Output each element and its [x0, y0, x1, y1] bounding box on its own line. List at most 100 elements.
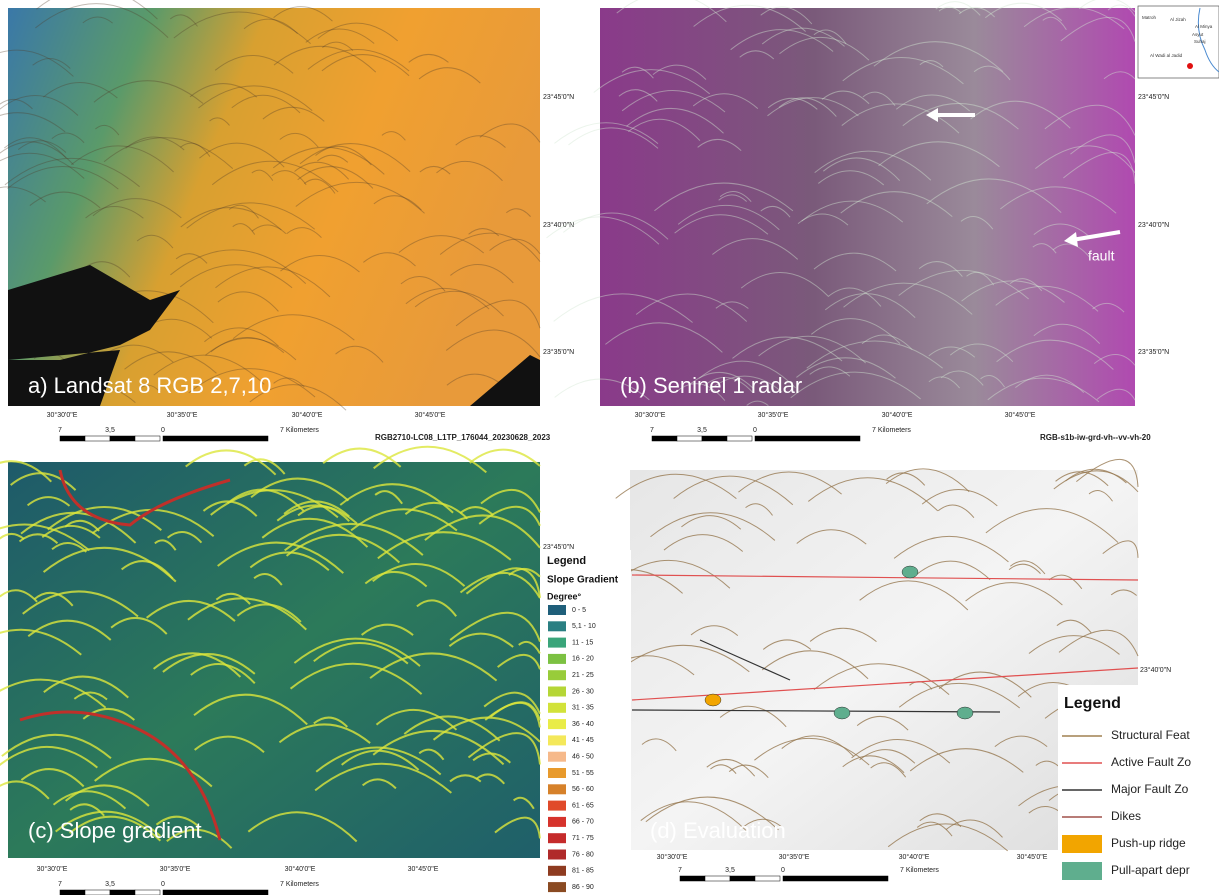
legend-label: 16 - 20: [572, 656, 594, 663]
longitude-label: 30°35'0"E: [160, 865, 191, 873]
longitude-label: 30°40'0"E: [899, 853, 930, 861]
scale-bar: [135, 890, 160, 895]
scale-label: 3,5: [105, 881, 115, 888]
scale-bar: [652, 436, 677, 441]
inset-label: Asyut: [1192, 32, 1204, 37]
legend-subtitle: Slope Gradient: [547, 575, 619, 586]
legend-label: 5,1 - 10: [572, 623, 596, 630]
scale-label: 3,5: [697, 427, 707, 434]
legend-symbol: [1062, 835, 1102, 853]
longitude-label: 30°30'0"E: [47, 411, 78, 419]
longitude-label: 30°40'0"E: [285, 865, 316, 873]
legend-label: 26 - 30: [572, 688, 594, 695]
legend-label: 81 - 85: [572, 868, 594, 875]
legend-swatch: [548, 768, 566, 778]
panel-caption: a) Landsat 8 RGB 2,7,10: [28, 373, 271, 398]
latitude-label: 23°35'0"N: [1138, 348, 1169, 356]
scale-bar: [110, 436, 135, 441]
legend-label: 86 - 90: [572, 884, 594, 891]
legend-swatch: [548, 752, 566, 762]
legend-label: 21 - 25: [572, 672, 594, 679]
legend-label: Major Fault Zo: [1111, 782, 1189, 796]
scale-label: 7: [58, 881, 62, 888]
legend-label: 71 - 75: [572, 835, 594, 842]
longitude-label: 30°40'0"E: [292, 411, 323, 419]
inset-label: Matroh: [1142, 15, 1157, 20]
legend-unit: Degree°: [547, 591, 582, 601]
panel-caption: (c) Slope gradient: [28, 818, 202, 843]
longitude-label: 30°35'0"E: [779, 853, 810, 861]
longitude-label: 30°40'0"E: [882, 411, 913, 419]
legend-label: Push-up ridge: [1111, 836, 1186, 850]
scale-bar: [85, 890, 110, 895]
inset-location: [1187, 63, 1193, 69]
scale-bar: [85, 436, 110, 441]
legend-swatch: [548, 866, 566, 876]
longitude-label: 30°30'0"E: [635, 411, 666, 419]
longitude-label: 30°45'0"E: [415, 411, 446, 419]
legend-swatch: [548, 801, 566, 811]
inset-label: Al Wadi al Jadid: [1150, 53, 1183, 58]
scale-bar: [705, 876, 730, 881]
legend-label: 51 - 55: [572, 770, 594, 777]
legend-label: 11 - 15: [572, 639, 593, 646]
scale-label: 3,5: [725, 867, 735, 874]
longitude-label: 30°45'0"E: [408, 865, 439, 873]
annotation: fault: [1088, 248, 1115, 264]
legend-swatch: [548, 719, 566, 729]
legend-label: 41 - 45: [572, 737, 594, 744]
legend-label: 31 - 35: [572, 705, 594, 712]
scale-label: 0: [781, 867, 785, 874]
scale-bar: [110, 890, 135, 895]
legend-label: Structural Feat: [1111, 728, 1190, 742]
legend-label: 46 - 50: [572, 754, 594, 761]
source-label: RGB2710-LC08_L1TP_176044_20230628_2023: [375, 433, 551, 442]
scale-label: 0: [753, 427, 757, 434]
panel-caption: (d) Evaluation: [650, 818, 786, 843]
feature: [705, 694, 721, 706]
scale-label: 0: [161, 881, 165, 888]
scale-label: 7: [58, 427, 62, 434]
legend-swatch: [548, 735, 566, 745]
scale-label: 0: [161, 427, 165, 434]
legend-label: Pull-apart depr: [1111, 863, 1190, 877]
scale-label: 7 Kilometers: [900, 867, 939, 874]
inset-label: Al Jizah: [1170, 17, 1186, 22]
longitude-label: 30°30'0"E: [657, 853, 688, 861]
figure: a) Landsat 8 RGB 2,7,10 23°45'0"N 23°40'0"…: [0, 0, 1219, 895]
legend-swatch: [548, 833, 566, 843]
scale-bar: [680, 876, 705, 881]
scale-bar: [755, 436, 860, 441]
scale-bar: [163, 436, 268, 441]
feature: [834, 707, 850, 719]
scale-bar: [730, 876, 755, 881]
legend-swatch: [548, 621, 566, 631]
scale-bar: [135, 436, 160, 441]
latitude-label: 23°40'0"N: [1140, 666, 1171, 674]
legend-swatch: [548, 703, 566, 713]
latitude-label: 23°35'0"N: [543, 348, 574, 356]
longitude-label: 30°30'0"E: [37, 865, 68, 873]
panel-caption: (b) Seninel 1 radar: [620, 373, 802, 398]
legend-label: 61 - 65: [572, 802, 594, 809]
legend-label: 76 - 80: [572, 851, 594, 858]
scale-label: 3,5: [105, 427, 115, 434]
legend-swatch: [548, 784, 566, 794]
scale-label: 7: [650, 427, 654, 434]
scale-bar: [60, 890, 85, 895]
feature: [902, 566, 918, 578]
legend-swatch: [548, 687, 566, 697]
scale-label: 7 Kilometers: [280, 881, 319, 888]
legend-label: Dikes: [1111, 809, 1141, 823]
legend-title: Legend: [1064, 695, 1121, 712]
legend-symbol: [1062, 862, 1102, 880]
scale-label: 7 Kilometers: [872, 427, 911, 434]
latitude-label: 23°45'0"N: [1138, 93, 1169, 101]
scale-bar: [163, 890, 268, 895]
map-panel: [547, 0, 1135, 406]
legend-label: Active Fault Zo: [1111, 755, 1191, 769]
legend-swatch: [548, 654, 566, 664]
scale-bar: [783, 876, 888, 881]
longitude-label: 30°35'0"E: [758, 411, 789, 419]
inset-label: Al Minya: [1195, 24, 1213, 29]
